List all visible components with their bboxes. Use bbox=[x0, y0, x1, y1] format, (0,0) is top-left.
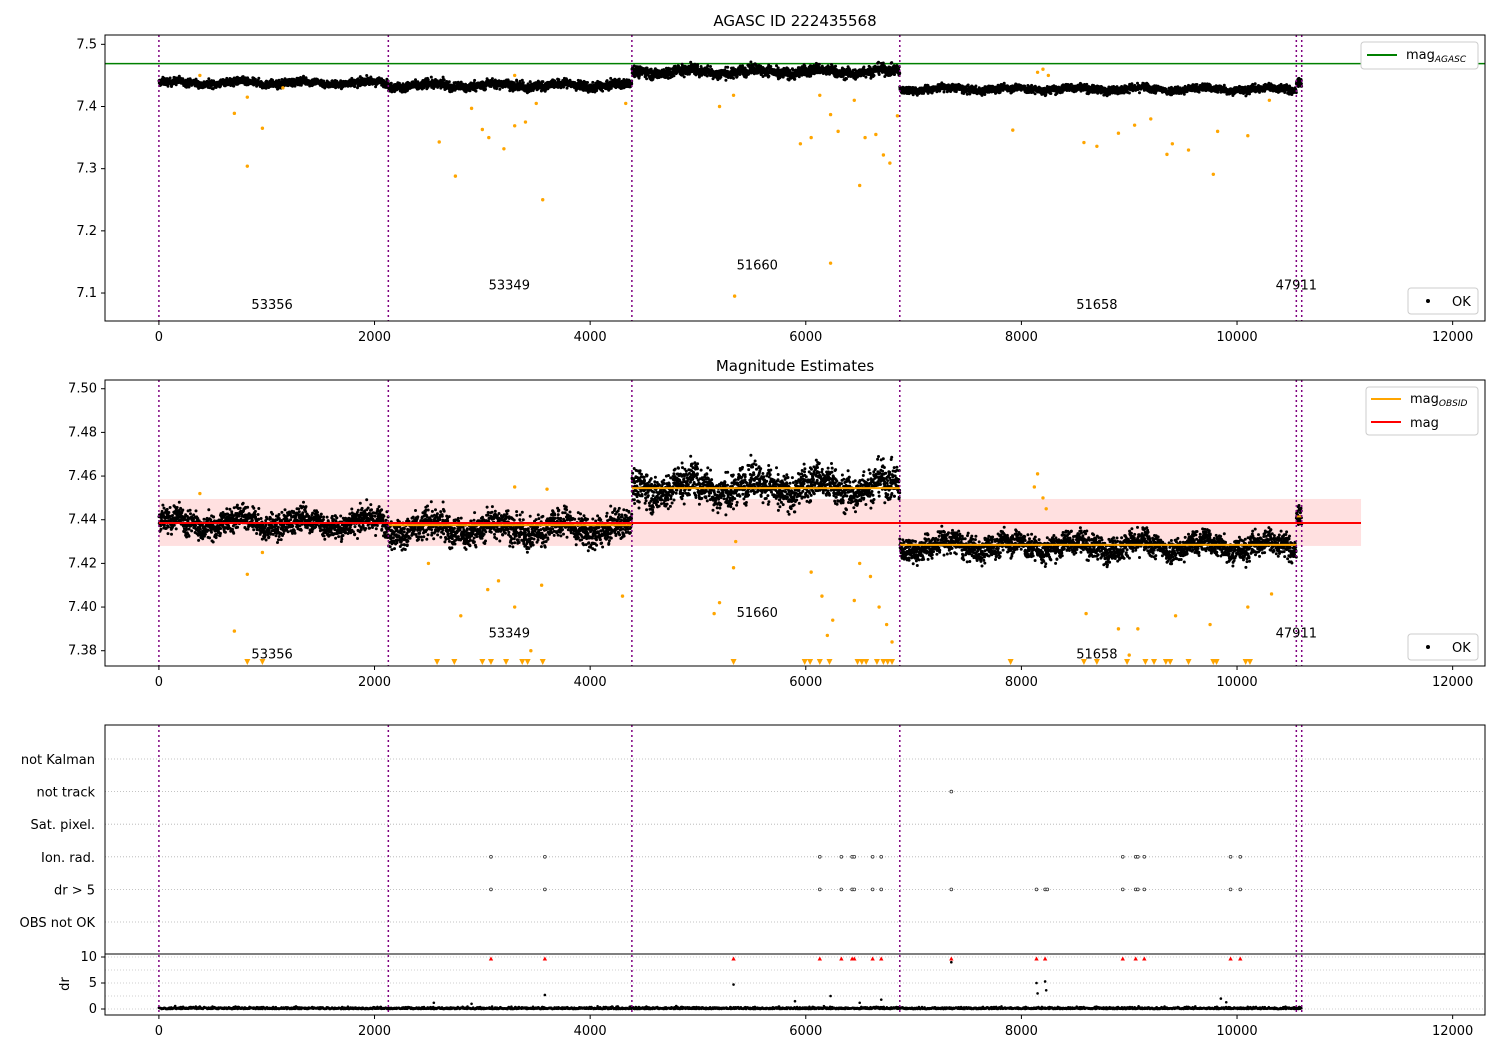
ok-point bbox=[174, 83, 178, 87]
ok-point bbox=[834, 64, 838, 68]
ok-point bbox=[473, 78, 477, 82]
ok-point bbox=[706, 64, 710, 68]
ok-point bbox=[968, 92, 972, 96]
ok-point bbox=[983, 93, 987, 96]
ok-point bbox=[521, 81, 525, 85]
ok-point bbox=[447, 80, 451, 84]
ok-point bbox=[265, 80, 269, 83]
ok-point bbox=[426, 78, 430, 82]
ok-point bbox=[474, 89, 478, 93]
ok-point bbox=[672, 74, 676, 78]
ok-point bbox=[442, 78, 446, 82]
ok-point bbox=[541, 80, 545, 84]
ok-point bbox=[257, 76, 261, 80]
ok-point bbox=[881, 61, 885, 65]
ok-point bbox=[168, 76, 172, 80]
ok-point bbox=[776, 66, 780, 70]
ok-point bbox=[942, 90, 946, 94]
ok-point bbox=[966, 83, 970, 87]
ok-point bbox=[872, 74, 876, 77]
ok-point bbox=[726, 65, 730, 69]
ok-point bbox=[845, 77, 848, 81]
ok-point bbox=[696, 63, 700, 67]
ok-point bbox=[877, 73, 881, 76]
ok-point bbox=[365, 74, 369, 77]
ok-point bbox=[232, 84, 236, 88]
ok-point bbox=[793, 77, 797, 81]
agasc-panel-title: AGASC ID 222435568 bbox=[713, 12, 876, 30]
ok-point bbox=[630, 82, 634, 86]
ok-point bbox=[709, 65, 712, 68]
ok-point bbox=[617, 77, 621, 81]
ok-point bbox=[208, 86, 212, 90]
ok-point bbox=[974, 84, 978, 88]
ok-point bbox=[591, 80, 595, 84]
ok-point bbox=[207, 77, 211, 81]
ok-point bbox=[484, 87, 487, 91]
ok-point bbox=[749, 60, 753, 64]
ok-point bbox=[767, 74, 771, 78]
ok-point bbox=[862, 65, 866, 69]
ok-point bbox=[586, 81, 589, 84]
ok-point bbox=[429, 75, 433, 79]
ok-point bbox=[557, 78, 561, 82]
ok-point bbox=[498, 87, 502, 91]
ok-point bbox=[389, 81, 393, 85]
ok-point bbox=[724, 78, 728, 82]
ok-point bbox=[769, 65, 773, 68]
ok-point bbox=[890, 61, 894, 65]
ok-point bbox=[490, 77, 494, 81]
ok-point bbox=[595, 89, 599, 93]
ok-point bbox=[817, 62, 821, 66]
ok-point bbox=[898, 71, 902, 75]
ok-point bbox=[732, 76, 735, 80]
ok-point bbox=[601, 89, 605, 93]
ok-point bbox=[187, 85, 191, 89]
ok-point bbox=[864, 75, 868, 79]
agasc-magnitude-panel: AGASC ID 222435568 533565334951660516584… bbox=[76, 12, 1486, 345]
ok-point bbox=[633, 75, 637, 79]
ok-point bbox=[244, 76, 247, 80]
ok-point bbox=[965, 92, 969, 96]
ok-point bbox=[682, 75, 686, 79]
ok-point bbox=[877, 60, 880, 64]
ok-point bbox=[645, 77, 649, 81]
